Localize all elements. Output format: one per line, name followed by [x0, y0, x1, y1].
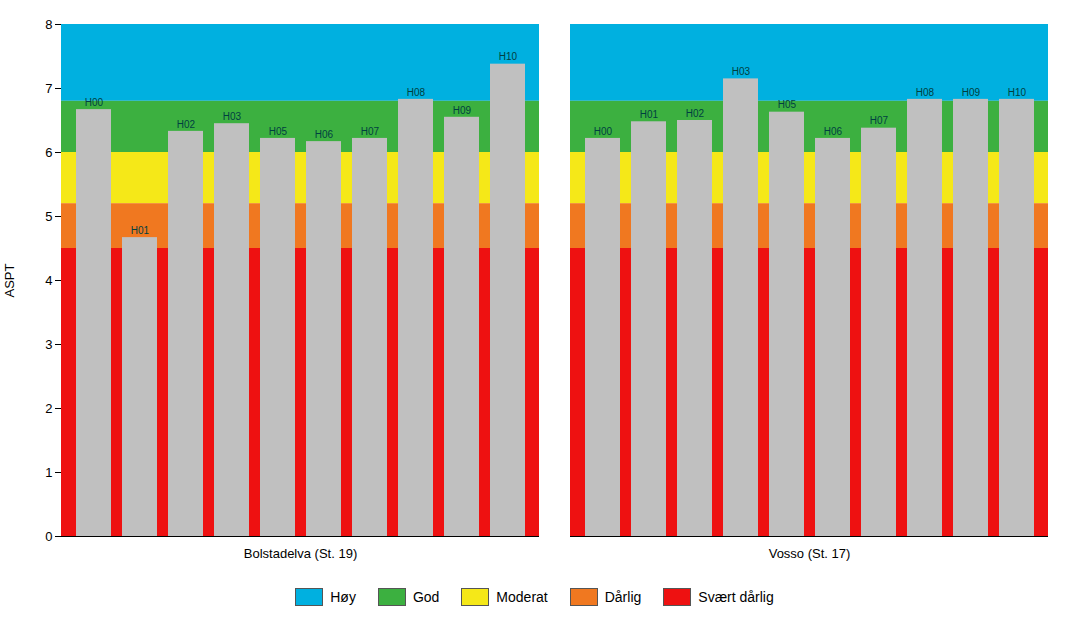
- svg-text:H07: H07: [361, 126, 380, 137]
- svg-text:8: 8: [45, 17, 52, 32]
- svg-text:4: 4: [45, 273, 52, 288]
- svg-text:5: 5: [45, 209, 52, 224]
- svg-text:H05: H05: [778, 99, 797, 110]
- svg-text:1: 1: [45, 465, 52, 480]
- svg-text:2: 2: [45, 401, 52, 416]
- html-text:Dårlig: Dårlig: [604, 589, 642, 605]
- svg-text:6: 6: [45, 145, 52, 160]
- svg-text:H01: H01: [640, 109, 659, 120]
- svg-text:Vosso (St. 17): Vosso (St. 17): [769, 546, 851, 561]
- svg-text:0: 0: [45, 529, 52, 544]
- svg-text:H02: H02: [686, 108, 705, 119]
- svg-text:7: 7: [45, 81, 52, 96]
- svg-text:ASPT: ASPT: [2, 263, 17, 297]
- svg-text:H01: H01: [131, 225, 150, 236]
- html-text:God: God: [412, 589, 440, 605]
- svg-text:H06: H06: [824, 126, 843, 137]
- html-text:Høy: Høy: [330, 589, 356, 605]
- svg-text:H08: H08: [407, 87, 426, 98]
- svg-text:H03: H03: [732, 66, 751, 77]
- svg-text:H09: H09: [962, 87, 981, 98]
- svg-text:3: 3: [45, 337, 52, 352]
- html-text:Svært dårlig: Svært dårlig: [698, 589, 774, 605]
- svg-text:H10: H10: [1008, 87, 1027, 98]
- svg-text:H10: H10: [499, 51, 518, 62]
- svg-text:H00: H00: [594, 126, 613, 137]
- svg-text:H02: H02: [177, 119, 196, 130]
- svg-text:H06: H06: [315, 129, 334, 140]
- html-text:Moderat: Moderat: [496, 589, 548, 605]
- svg-text:H05: H05: [269, 126, 288, 137]
- svg-text:H03: H03: [223, 111, 242, 122]
- svg-text:Bolstadelva (St. 19): Bolstadelva (St. 19): [244, 546, 357, 561]
- svg-text:H07: H07: [870, 115, 889, 126]
- svg-text:H00: H00: [85, 97, 104, 108]
- svg-text:H09: H09: [453, 105, 472, 116]
- svg-text:H08: H08: [916, 87, 935, 98]
